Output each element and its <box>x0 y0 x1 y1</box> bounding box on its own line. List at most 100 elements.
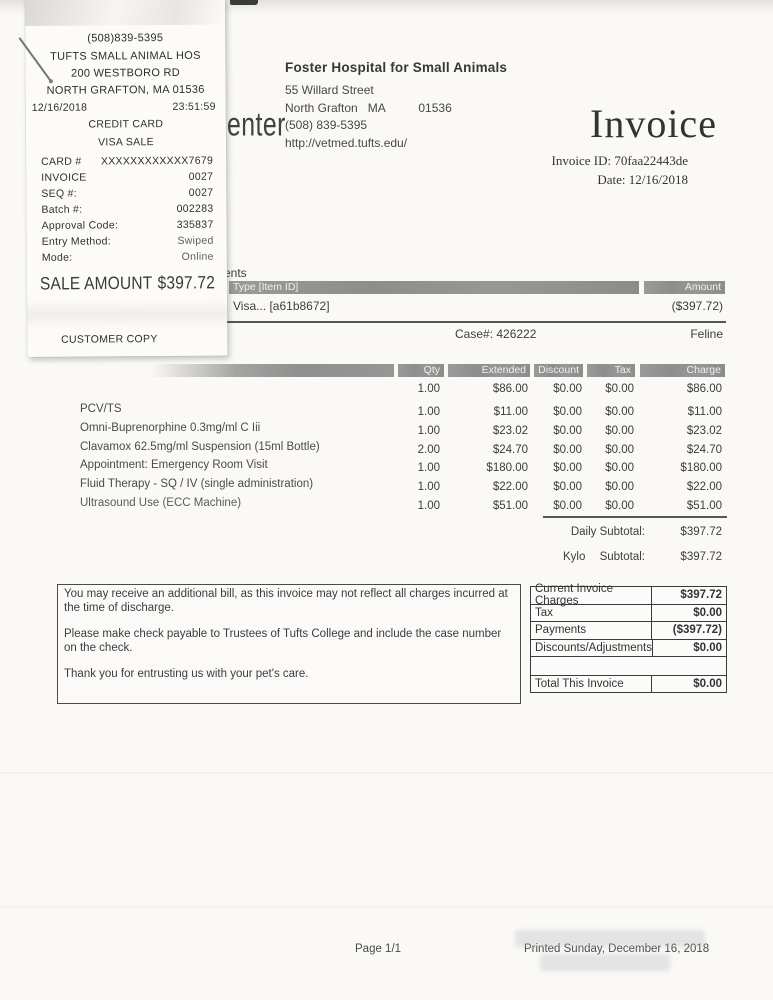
summary-label: Tax <box>535 606 553 619</box>
patient-subtotal-label: Subtotal: <box>599 551 645 563</box>
receipt-datetime: 12/16/2018 23:51:59 <box>26 101 226 114</box>
summary-label: Discounts/Adjustments <box>535 641 652 654</box>
item-qty: 1.00 <box>417 500 440 512</box>
items-header-discount: Discount <box>534 364 583 377</box>
receipt-field-label: Batch #: <box>41 203 83 216</box>
item-name: Ultrasound Use (ECC Machine) <box>80 497 242 509</box>
summary-row: Discounts/Adjustments $0.00 <box>530 639 727 657</box>
item-tax: $0.00 <box>605 383 634 395</box>
item-name: PCV/TS <box>80 403 122 415</box>
scan-mark <box>230 0 258 5</box>
summary-label: Payments <box>535 624 587 637</box>
scan-watermark <box>540 954 670 971</box>
paper-crease <box>0 772 773 775</box>
receipt-txn-type: CREDIT CARD <box>88 118 164 131</box>
summary-row-empty <box>530 657 727 676</box>
item-extended: $11.00 <box>493 406 528 418</box>
summary-row: Current Invoice Charges $397.72 <box>530 583 727 608</box>
item-discount: $0.00 <box>553 462 582 474</box>
items-header-extended: Extended <box>448 364 530 377</box>
case-number: Case#: 426222 <box>455 327 537 341</box>
payments-heading-partial: ents <box>224 266 247 280</box>
table-row: Fluid Therapy - SQ / IV (single administ… <box>0 478 773 496</box>
credit-card-receipt: (508)839-5395 TUFTS SMALL ANIMAL HOS 200… <box>25 0 228 357</box>
summary-value: $0.00 <box>651 639 726 656</box>
summary-value: $397.72 <box>651 587 726 604</box>
item-extended: $86.00 <box>492 383 528 395</box>
receipt-field-value: XXXXXXXXXXXX7679 <box>100 154 214 168</box>
payments-header-type: Type [Item ID] <box>229 281 639 294</box>
item-extended: $24.70 <box>492 444 528 456</box>
item-discount: $0.00 <box>553 425 582 437</box>
hospital-city-line: North Grafton MA 01536 <box>285 100 452 115</box>
receipt-field-label: Entry Method: <box>41 235 111 248</box>
summary-row-total: Total This Invoice $0.00 <box>530 675 727 693</box>
summary-row: Payments ($397.72) <box>530 622 727 640</box>
receipt-customer-copy: CUSTOMER COPY <box>61 333 158 346</box>
receipt-field-row: Mode: Online <box>27 251 227 264</box>
hospital-website: http://vetmed.tufts.edu/ <box>285 135 408 150</box>
receipt-merchant: TUFTS SMALL ANIMAL HOS <box>50 49 201 63</box>
item-tax: $0.00 <box>605 425 634 437</box>
receipt-field-row: INVOICE 0027 <box>26 171 226 184</box>
hospital-phone: (508) 839-5395 <box>285 118 368 132</box>
item-charge: $24.70 <box>686 444 722 456</box>
item-name: Appointment: Emergency Room Visit <box>80 459 268 471</box>
item-extended: $22.00 <box>492 481 528 493</box>
item-qty: 1.00 <box>417 481 440 493</box>
item-discount: $0.00 <box>553 383 582 395</box>
item-discount: $0.00 <box>553 406 582 418</box>
receipt-field-label: INVOICE <box>41 171 87 184</box>
table-row: Appointment: Emergency Room Visit 1.00 $… <box>0 459 773 477</box>
item-tax: $0.00 <box>605 481 634 493</box>
table-row: PCV/TS 1.00 $11.00 $0.00 $0.00 $11.00 <box>0 403 773 421</box>
summary-label <box>531 657 652 675</box>
item-qty: 1.00 <box>417 425 440 437</box>
items-header-qty: Qty <box>398 364 444 377</box>
invoice-title: Invoice <box>590 101 717 146</box>
hospital-address-block: Foster Hospital for Small Animals 55 Wil… <box>285 60 507 152</box>
item-discount: $0.00 <box>553 481 582 493</box>
item-charge: $11.00 <box>687 406 722 418</box>
invoice-id: Invoice ID: 70faa22443de <box>551 153 688 168</box>
summary-label: Current Invoice Charges <box>535 583 613 608</box>
items-header-charge: Charge <box>640 364 725 377</box>
summary-value: $0.00 <box>651 675 726 692</box>
item-charge: $23.02 <box>686 425 722 437</box>
receipt-sale-amount-label: SALE AMOUNT <box>39 273 153 295</box>
receipt-field-label: Approval Code: <box>41 219 119 232</box>
invoice-summary-table: Current Invoice Charges $397.72 Tax $0.0… <box>530 583 727 693</box>
receipt-field-row: Entry Method: Swiped <box>27 235 227 248</box>
items-header-description <box>150 364 394 377</box>
receipt-time: 23:51:59 <box>172 100 216 113</box>
item-extended: $180.00 <box>486 462 528 474</box>
items-header-tax: Tax <box>587 364 635 377</box>
daily-subtotal-label: Daily Subtotal: <box>570 526 645 538</box>
item-charge: $86.00 <box>686 383 722 395</box>
subtotal-divider-line <box>543 516 727 518</box>
note-thank-you: Thank you for entrusting us with your pe… <box>64 668 309 680</box>
table-row: Ultrasound Use (ECC Machine) 1.00 $51.00… <box>0 497 773 515</box>
receipt-street: 200 WESTBORO RD <box>70 66 181 80</box>
item-tax: $0.00 <box>605 444 634 456</box>
receipt-field-row: Approval Code: 335837 <box>27 219 227 232</box>
receipt-sale-type: VISA SALE <box>98 136 154 149</box>
item-tax: $0.00 <box>605 406 634 418</box>
table-row: 1.00 $86.00 $0.00 $0.00 $86.00 <box>0 383 773 398</box>
invoice-date: Date: 12/16/2018 <box>597 172 688 187</box>
item-charge: $51.00 <box>686 500 722 512</box>
summary-row: Tax $0.00 <box>530 604 727 622</box>
item-discount: $0.00 <box>553 444 582 456</box>
summary-value: $0.00 <box>651 604 726 621</box>
receipt-sale-amount-value: $397.72 <box>157 273 216 294</box>
receipt-field-value: Online <box>181 250 214 263</box>
item-extended: $51.00 <box>492 500 528 512</box>
daily-subtotal-value: $397.72 <box>680 526 722 538</box>
printed-date: Printed Sunday, December 16, 2018 <box>524 943 710 955</box>
item-name: Omni-Buprenorphine 0.3mg/ml C Iii <box>80 422 261 434</box>
payment-row-type: Visa... [a61b8672] <box>233 299 330 313</box>
item-tax: $0.00 <box>605 500 634 512</box>
item-name: Fluid Therapy - SQ / IV (single administ… <box>80 478 314 490</box>
item-discount: $0.00 <box>553 500 582 512</box>
